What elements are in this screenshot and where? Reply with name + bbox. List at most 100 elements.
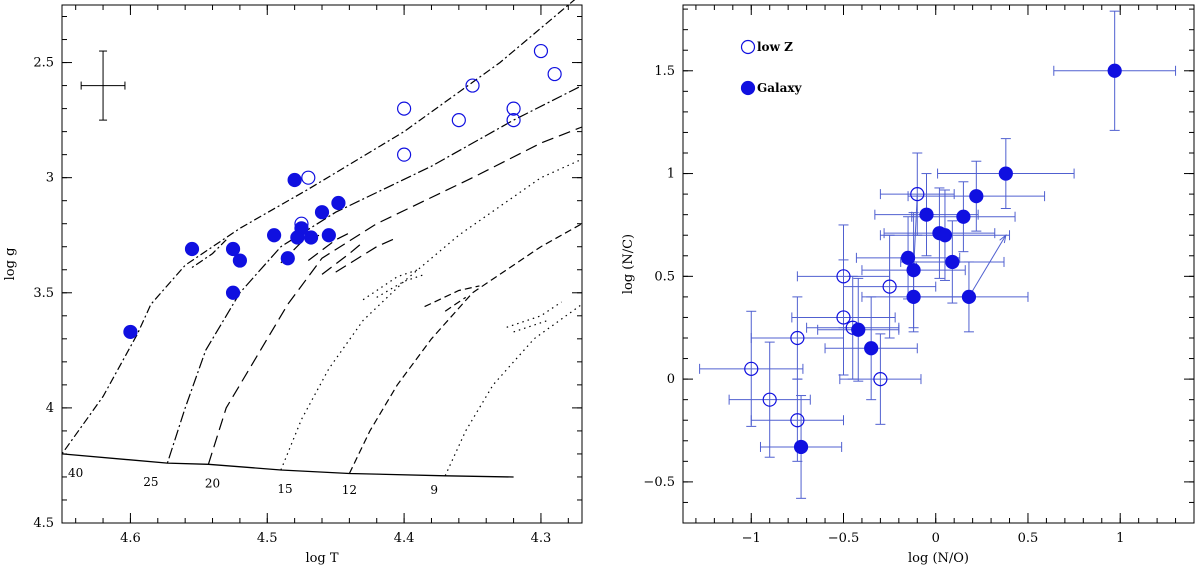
galaxy-point [321,228,336,243]
legend: low Z Galaxy [740,39,803,96]
galaxy-point [303,230,319,245]
left-y-axis-title: log g [3,248,18,281]
x-tick-label: 0 [932,531,940,546]
track-loop [424,285,480,308]
right-y-axis-title: log (N/C) [621,234,636,294]
evolution-track-20 [207,126,583,465]
track-loop [376,273,425,298]
y-tick-label: 4.5 [33,516,54,531]
y-tick-label: 0 [667,372,675,387]
left-axis-ticks: 4.6 4.5 4.4 4.3 2.5 3 3.5 4 4.5 [33,5,582,546]
mass-label-40: 40 [68,466,83,480]
evolution-track-40b [191,239,227,268]
galaxy-point [864,341,879,356]
track-loop [513,319,548,333]
lowz-point [301,170,316,185]
track-loop [444,296,467,312]
x-tick-label: −0.5 [828,531,860,546]
galaxy-point [956,209,971,224]
evolution-track-9 [444,303,583,477]
y-tick-label: 2.5 [33,56,54,71]
track-loop [321,241,364,275]
x-tick-label: 1 [1116,531,1124,546]
galaxy-point [998,166,1013,181]
lowz-point [910,187,925,202]
y-tick-label: −0.5 [643,475,675,490]
y-tick-label: 3.5 [33,286,54,301]
track-loop [335,236,398,273]
lowz-point [397,147,412,162]
hr-diagram-panel: 4.6 4.5 4.4 4.3 2.5 3 3.5 4 4.5 40 25 20 15 12 9 log … [3,0,583,566]
galaxy-point [906,263,921,278]
right-plot-frame [682,4,1195,524]
galaxy-point [331,195,346,211]
lowz-point [465,78,480,93]
x-tick-label: 4.3 [531,531,552,546]
lowz-point [790,413,805,428]
legend-label: Galaxy [757,81,803,95]
evolution-track-15 [280,158,583,471]
galaxy-point [123,324,138,340]
lowz-point [451,113,466,128]
galaxy-point [232,253,247,268]
galaxy-point [184,241,200,257]
galaxy-point [225,285,241,300]
galaxy-point [900,250,916,265]
legend-marker [740,80,756,96]
lowz-point [873,372,888,387]
mass-label-9: 9 [430,483,438,497]
x-tick-label: 4.6 [120,531,141,546]
left-data-points [123,43,562,340]
galaxy-point [290,230,305,245]
lowz-point [547,66,562,82]
galaxy-point [314,205,330,220]
lowz-point [533,43,549,59]
mass-label-12: 12 [342,483,357,497]
galaxy-point [280,251,295,266]
lowz-point [882,279,897,294]
evolution-track-40 [61,0,576,455]
lowz-point [506,101,521,116]
left-x-axis-title: log T [305,551,338,566]
lowz-point [506,113,521,128]
galaxy-point [267,228,282,243]
galaxy-point [961,289,977,304]
lowz-point [836,269,851,284]
evolution-track-25 [166,85,583,464]
galaxy-point [906,289,921,304]
right-axis-ticks: −1 −0.5 0 0.5 1 −0.5 0 0.5 1 1.5 [643,5,1194,546]
lowz-point [397,101,412,116]
legend-marker [740,39,756,55]
galaxy-point [851,322,866,337]
lowz-point [836,310,851,325]
abundance-ratio-panel: −1 −0.5 0 0.5 1 −0.5 0 0.5 1 1.5 low Z Galaxy log … [621,4,1195,566]
galaxy-point [937,228,953,243]
lowz-point [790,330,805,346]
lowz-point [762,392,777,407]
x-tick-label: 0.5 [1018,531,1039,546]
mass-labels: 40 25 20 15 12 9 [68,466,438,497]
galaxy-point [287,172,302,188]
right-data-points [744,63,1122,455]
galaxy-point [1107,63,1122,78]
y-tick-label: 4 [46,401,54,416]
y-tick-label: 3 [46,171,54,186]
galaxy-point [225,241,241,257]
galaxy-point [919,207,934,222]
shift-arrow [968,234,1007,298]
right-x-axis-title: log (N/O) [908,551,969,566]
y-tick-label: 0.5 [654,269,675,284]
lowz-point [744,361,759,376]
x-tick-label: 4.5 [257,531,278,546]
y-tick-label: 1 [667,167,675,182]
left-plot-frame [61,4,583,524]
galaxy-point [969,189,984,204]
track-loop [307,232,350,261]
galaxy-point [793,439,809,455]
x-tick-label: −1 [742,531,761,546]
mass-label-20: 20 [205,476,220,490]
x-tick-label: 4.4 [394,531,415,546]
legend-label: low Z [757,40,793,54]
y-tick-label: 1.5 [654,64,675,79]
